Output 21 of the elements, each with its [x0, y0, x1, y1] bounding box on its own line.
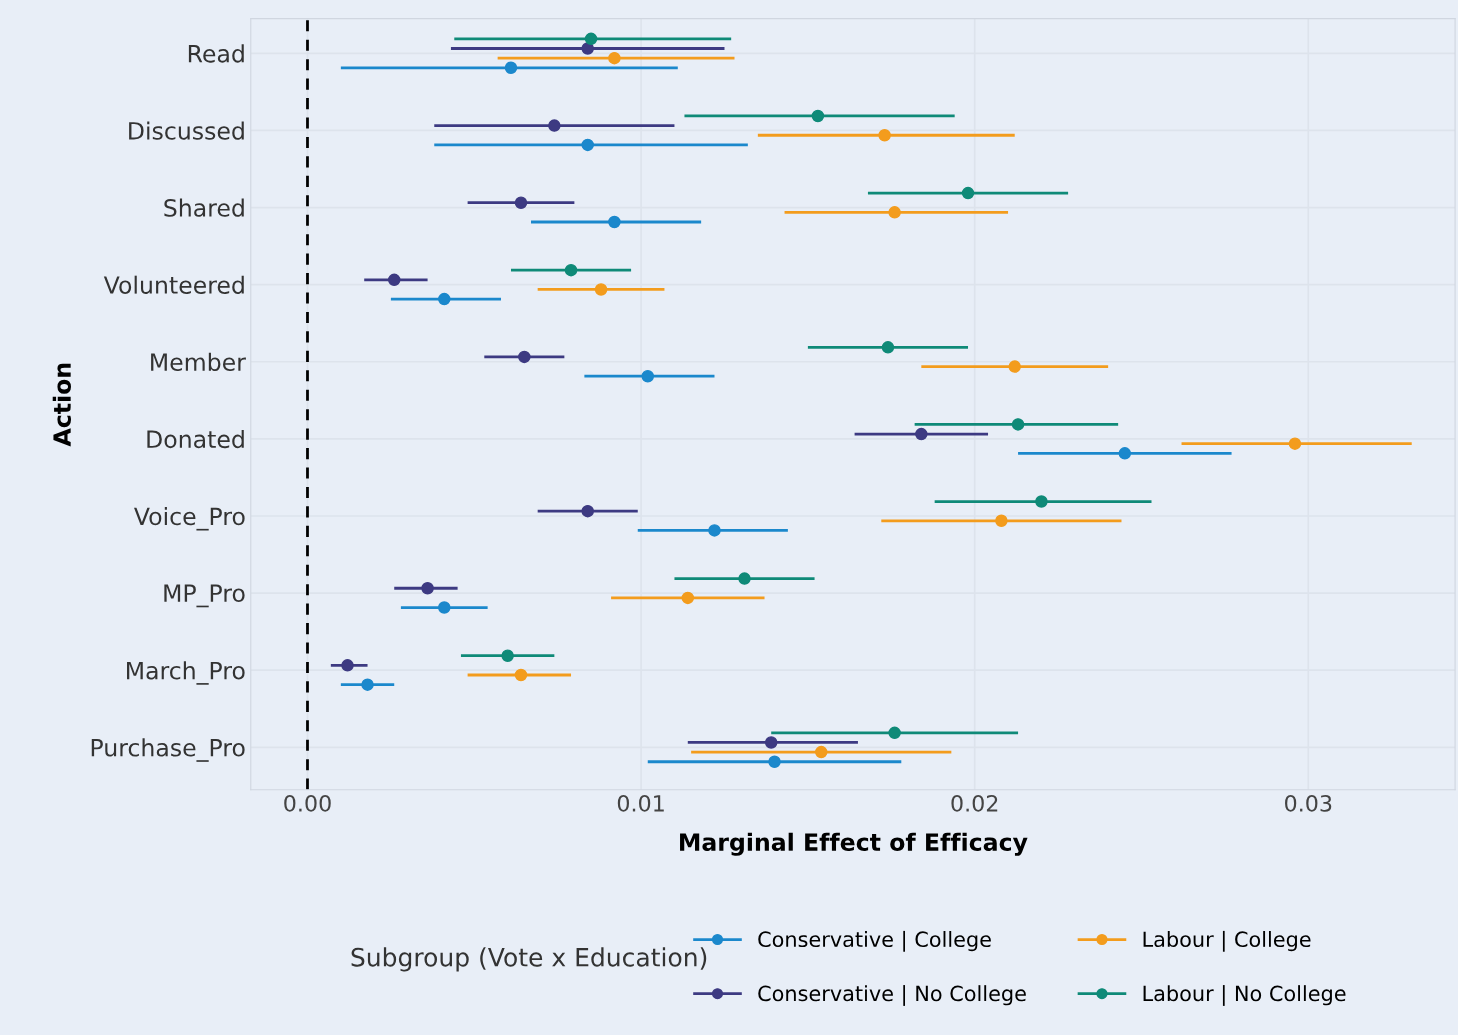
legend-title: Subgroup (Vote x Education): [351, 947, 707, 972]
x-tick-label: 0.02: [951, 794, 998, 812]
y-axis-title: Action: [52, 363, 71, 447]
x-tick-label: 0.00: [284, 794, 331, 812]
y-tick-label: Voice_Pro: [134, 507, 245, 531]
y-tick-label: MP_Pro: [164, 584, 245, 608]
y-tick-label: March_Pro: [127, 661, 245, 685]
legend-label: Labour | No College: [1143, 985, 1346, 1006]
legend-label: Conservative | College: [758, 930, 991, 952]
x-tick-label: 0.01: [617, 794, 664, 812]
x-tick-label: 0.03: [1285, 794, 1332, 812]
y-tick-label: Read: [188, 44, 244, 63]
x-axis-title: Marginal Effect of Efficacy: [680, 832, 1028, 856]
y-tick-label: Purchase_Pro: [91, 738, 245, 762]
y-tick-label: Member: [151, 352, 246, 372]
y-tick-label: Shared: [164, 198, 244, 217]
legend-label: Labour | College: [1143, 930, 1311, 952]
legend-label: Conservative | No College: [758, 985, 1026, 1006]
y-tick-label: Discussed: [129, 121, 244, 140]
y-tick-label: Volunteered: [103, 275, 244, 294]
y-tick-label: Donated: [147, 429, 244, 449]
